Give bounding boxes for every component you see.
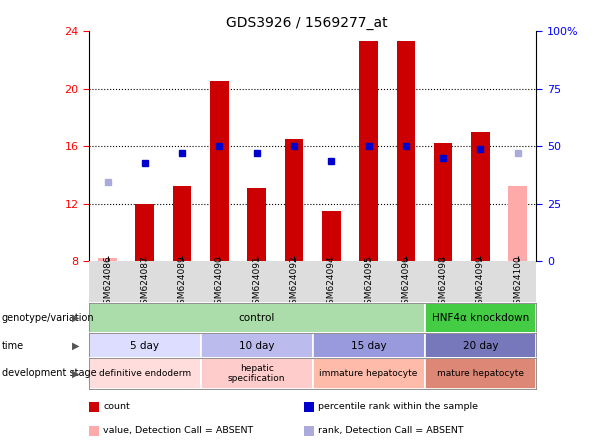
- Text: 20 day: 20 day: [463, 341, 498, 351]
- Bar: [284, 139, 303, 261]
- Bar: [397, 41, 415, 261]
- Bar: [135, 204, 154, 261]
- Bar: [303, 402, 313, 412]
- Text: value, Detection Call = ABSENT: value, Detection Call = ABSENT: [103, 426, 253, 435]
- Bar: [89, 426, 99, 436]
- Text: hepatic
specification: hepatic specification: [228, 364, 286, 383]
- Text: count: count: [103, 402, 130, 411]
- Bar: [89, 303, 424, 333]
- Bar: [89, 402, 99, 412]
- Bar: [89, 333, 201, 358]
- Text: immature hepatocyte: immature hepatocyte: [319, 369, 417, 378]
- Text: 10 day: 10 day: [239, 341, 275, 351]
- Text: 5 day: 5 day: [131, 341, 159, 351]
- Text: ▶: ▶: [72, 341, 80, 351]
- Text: time: time: [2, 341, 24, 351]
- Text: mature hepatocyte: mature hepatocyte: [437, 369, 524, 378]
- Bar: [89, 358, 201, 388]
- Bar: [424, 358, 536, 388]
- Bar: [359, 41, 378, 261]
- Bar: [508, 186, 527, 261]
- Bar: [313, 358, 424, 388]
- Text: control: control: [238, 313, 275, 323]
- Bar: [173, 186, 191, 261]
- Bar: [322, 211, 341, 261]
- Text: HNF4α knockdown: HNF4α knockdown: [432, 313, 529, 323]
- Text: ▶: ▶: [72, 369, 80, 378]
- Text: percentile rank within the sample: percentile rank within the sample: [318, 402, 478, 411]
- Text: 15 day: 15 day: [351, 341, 386, 351]
- Bar: [424, 303, 536, 333]
- Bar: [201, 333, 313, 358]
- Bar: [201, 358, 313, 388]
- Text: genotype/variation: genotype/variation: [2, 313, 94, 323]
- Text: development stage: development stage: [2, 369, 96, 378]
- Bar: [471, 132, 490, 261]
- Text: ▶: ▶: [72, 313, 80, 323]
- Bar: [434, 143, 452, 261]
- Bar: [424, 333, 536, 358]
- Text: definitive endoderm: definitive endoderm: [99, 369, 191, 378]
- Bar: [210, 81, 229, 261]
- Text: GDS3926 / 1569277_at: GDS3926 / 1569277_at: [226, 16, 387, 30]
- Bar: [313, 333, 424, 358]
- Bar: [98, 258, 117, 261]
- Bar: [248, 188, 266, 261]
- Text: rank, Detection Call = ABSENT: rank, Detection Call = ABSENT: [318, 426, 463, 435]
- Bar: [303, 426, 313, 436]
